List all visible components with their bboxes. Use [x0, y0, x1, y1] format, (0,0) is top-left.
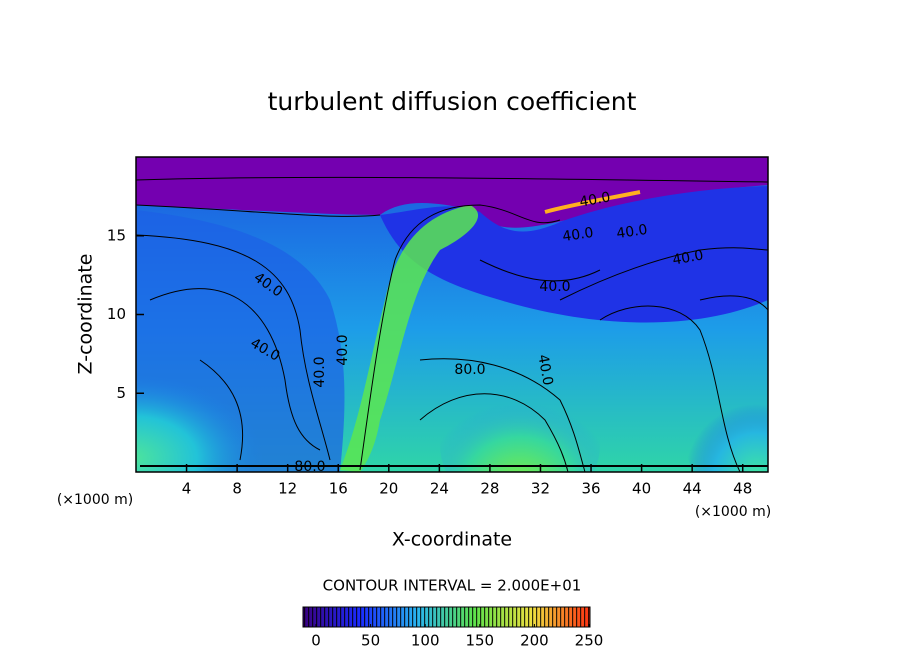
x-tick-label: 8: [232, 480, 242, 498]
contour-label: 40.0: [578, 189, 611, 210]
contour-label: 40.0: [561, 225, 594, 245]
colorbar-tick-label: 50: [361, 632, 380, 650]
x-tick-label: 12: [278, 480, 297, 498]
x-axis-label: X-coordinate: [392, 529, 512, 551]
colorbar-title: CONTOUR INTERVAL = 2.000E+01: [323, 577, 582, 595]
x-scale-label: (×1000 m): [695, 504, 771, 520]
x-tick-label: 16: [329, 480, 348, 498]
colorbar-tick-label: 100: [411, 632, 440, 650]
contour-label: 80.0: [294, 459, 325, 475]
contour-label: 40.0: [539, 279, 570, 295]
x-tick-label: 36: [581, 480, 600, 498]
contour-field: [136, 157, 768, 472]
contour-label: 40.0: [335, 334, 351, 365]
colorbar-tick-label: 200: [520, 632, 549, 650]
contour-label: 40.0: [312, 356, 328, 387]
colorbar-tick-label: 0: [311, 632, 321, 650]
colorbar-tick-label: 150: [465, 632, 494, 650]
x-tick-label: 24: [430, 480, 449, 498]
chart-title: turbulent diffusion coefficient: [268, 87, 637, 116]
y-tick-label: 5: [116, 384, 126, 402]
colorbar-stripes: [303, 607, 590, 627]
x-tick-label: 28: [480, 480, 499, 498]
x-tick-label: 32: [531, 480, 550, 498]
y-axis-label: Z-coordinate: [75, 254, 97, 375]
x-tick-label: 4: [182, 480, 192, 498]
contour-label: 40.0: [615, 222, 648, 242]
colorbar-tick-label: 250: [575, 632, 604, 650]
x-tick-label: 44: [683, 480, 702, 498]
y-scale-label: (×1000 m): [57, 492, 133, 508]
contour-label: 40.0: [671, 247, 704, 268]
contour-label: 80.0: [454, 362, 485, 378]
x-tick-label: 40: [632, 480, 651, 498]
x-tick-label: 48: [733, 480, 752, 498]
contour-label: 40.0: [534, 353, 555, 386]
y-tick-label: 10: [107, 305, 126, 323]
x-tick-label: 20: [379, 480, 398, 498]
y-tick-label: 15: [107, 226, 126, 244]
